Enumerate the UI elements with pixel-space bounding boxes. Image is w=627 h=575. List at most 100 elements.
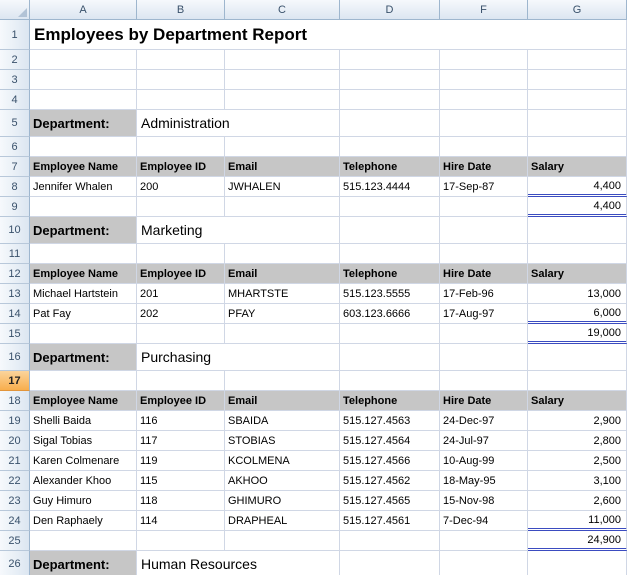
- cell-G8[interactable]: 4,400: [528, 177, 627, 197]
- cell-A15[interactable]: [30, 324, 137, 344]
- row-header-5[interactable]: 5: [0, 110, 30, 137]
- cell-B26[interactable]: Human Resources: [137, 551, 340, 575]
- cell-F16[interactable]: [440, 344, 528, 371]
- cell-B13[interactable]: 201: [137, 284, 225, 304]
- cell-D6[interactable]: [340, 137, 440, 157]
- row-header-14[interactable]: 14: [0, 304, 30, 324]
- cell-G14[interactable]: 6,000: [528, 304, 627, 324]
- cell-D9[interactable]: [340, 197, 440, 217]
- cell-C14[interactable]: PFAY: [225, 304, 340, 324]
- cell-D18[interactable]: Telephone: [340, 391, 440, 411]
- cell-G12[interactable]: Salary: [528, 264, 627, 284]
- cell-F19[interactable]: 24-Dec-97: [440, 411, 528, 431]
- cell-C11[interactable]: [225, 244, 340, 264]
- cell-F10[interactable]: [440, 217, 528, 244]
- cell-B16[interactable]: Purchasing: [137, 344, 340, 371]
- row-header-3[interactable]: 3: [0, 70, 30, 90]
- cell-C15[interactable]: [225, 324, 340, 344]
- cell-A7[interactable]: Employee Name: [30, 157, 137, 177]
- cell-G11[interactable]: [528, 244, 627, 264]
- cell-C17[interactable]: [225, 371, 340, 391]
- cell-B9[interactable]: [137, 197, 225, 217]
- column-header-B[interactable]: B: [137, 0, 225, 20]
- cell-F5[interactable]: [440, 110, 528, 137]
- cell-A22[interactable]: Alexander Khoo: [30, 471, 137, 491]
- cell-G16[interactable]: [528, 344, 627, 371]
- cell-D22[interactable]: 515.127.4562: [340, 471, 440, 491]
- cell-B4[interactable]: [137, 90, 225, 110]
- cell-A25[interactable]: [30, 531, 137, 551]
- cell-G21[interactable]: 2,500: [528, 451, 627, 471]
- row-header-17[interactable]: 17: [0, 371, 30, 391]
- cell-B20[interactable]: 117: [137, 431, 225, 451]
- row-header-19[interactable]: 19: [0, 411, 30, 431]
- cell-A17[interactable]: [30, 371, 137, 391]
- row-header-20[interactable]: 20: [0, 431, 30, 451]
- cell-A5[interactable]: Department:: [30, 110, 137, 137]
- row-header-2[interactable]: 2: [0, 50, 30, 70]
- row-header-4[interactable]: 4: [0, 90, 30, 110]
- cell-D16[interactable]: [340, 344, 440, 371]
- cell-A23[interactable]: Guy Himuro: [30, 491, 137, 511]
- cell-G9[interactable]: 4,400: [528, 197, 627, 217]
- cell-B10[interactable]: Marketing: [137, 217, 340, 244]
- cell-F15[interactable]: [440, 324, 528, 344]
- cell-F9[interactable]: [440, 197, 528, 217]
- cell-A26[interactable]: Department:: [30, 551, 137, 575]
- cell-B25[interactable]: [137, 531, 225, 551]
- cell-B23[interactable]: 118: [137, 491, 225, 511]
- select-all-corner[interactable]: [0, 0, 30, 20]
- cell-G19[interactable]: 2,900: [528, 411, 627, 431]
- column-header-A[interactable]: A: [30, 0, 137, 20]
- cell-F14[interactable]: 17-Aug-97: [440, 304, 528, 324]
- row-header-18[interactable]: 18: [0, 391, 30, 411]
- cell-A18[interactable]: Employee Name: [30, 391, 137, 411]
- cell-F24[interactable]: 7-Dec-94: [440, 511, 528, 531]
- cell-C8[interactable]: JWHALEN: [225, 177, 340, 197]
- report-title-cell[interactable]: Employees by Department Report: [30, 20, 627, 50]
- row-header-1[interactable]: 1: [0, 20, 30, 50]
- row-header-21[interactable]: 21: [0, 451, 30, 471]
- cell-A3[interactable]: [30, 70, 137, 90]
- cell-A16[interactable]: Department:: [30, 344, 137, 371]
- cell-D4[interactable]: [340, 90, 440, 110]
- cell-G20[interactable]: 2,800: [528, 431, 627, 451]
- row-header-12[interactable]: 12: [0, 264, 30, 284]
- cell-G4[interactable]: [528, 90, 627, 110]
- row-header-6[interactable]: 6: [0, 137, 30, 157]
- cell-A12[interactable]: Employee Name: [30, 264, 137, 284]
- cell-C2[interactable]: [225, 50, 340, 70]
- cell-G13[interactable]: 13,000: [528, 284, 627, 304]
- cell-F26[interactable]: [440, 551, 528, 575]
- row-header-23[interactable]: 23: [0, 491, 30, 511]
- cell-D24[interactable]: 515.127.4561: [340, 511, 440, 531]
- cell-C22[interactable]: AKHOO: [225, 471, 340, 491]
- column-header-D[interactable]: D: [340, 0, 440, 20]
- cell-G6[interactable]: [528, 137, 627, 157]
- cell-D13[interactable]: 515.123.5555: [340, 284, 440, 304]
- cell-B19[interactable]: 116: [137, 411, 225, 431]
- cell-C3[interactable]: [225, 70, 340, 90]
- cell-D2[interactable]: [340, 50, 440, 70]
- cell-G10[interactable]: [528, 217, 627, 244]
- cell-F7[interactable]: Hire Date: [440, 157, 528, 177]
- cell-C24[interactable]: DRAPHEAL: [225, 511, 340, 531]
- cell-C21[interactable]: KCOLMENA: [225, 451, 340, 471]
- cell-D19[interactable]: 515.127.4563: [340, 411, 440, 431]
- cell-B8[interactable]: 200: [137, 177, 225, 197]
- cell-D10[interactable]: [340, 217, 440, 244]
- cell-A2[interactable]: [30, 50, 137, 70]
- cell-B24[interactable]: 114: [137, 511, 225, 531]
- cell-D21[interactable]: 515.127.4566: [340, 451, 440, 471]
- cell-F21[interactable]: 10-Aug-99: [440, 451, 528, 471]
- cell-A14[interactable]: Pat Fay: [30, 304, 137, 324]
- row-header-26[interactable]: 26: [0, 551, 30, 575]
- cell-G25[interactable]: 24,900: [528, 531, 627, 551]
- cell-A19[interactable]: Shelli Baida: [30, 411, 137, 431]
- cell-C23[interactable]: GHIMURO: [225, 491, 340, 511]
- cell-F12[interactable]: Hire Date: [440, 264, 528, 284]
- cell-C25[interactable]: [225, 531, 340, 551]
- cell-D25[interactable]: [340, 531, 440, 551]
- cell-B21[interactable]: 119: [137, 451, 225, 471]
- cell-C12[interactable]: Email: [225, 264, 340, 284]
